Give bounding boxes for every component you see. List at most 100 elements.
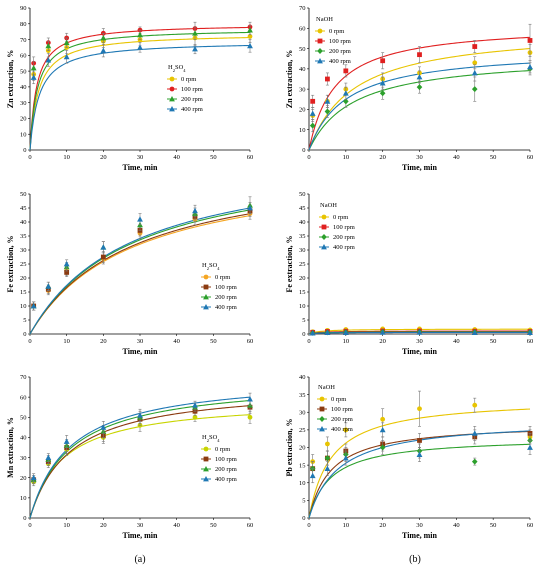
y-tick-label: 0 (302, 147, 305, 154)
x-tick-label: 60 (247, 522, 254, 529)
data-point (30, 303, 37, 309)
y-tick-label: 5 (23, 317, 26, 324)
legend-entry: 400 rpm (215, 476, 237, 483)
legend-marker (169, 96, 175, 102)
legend-entry: 100 rpm (329, 38, 351, 45)
fit-line-0-rpm (29, 37, 251, 151)
x-tick-label: 40 (173, 522, 180, 529)
data-point (30, 474, 37, 481)
y-axis-label: Fe extraction, % (6, 235, 15, 292)
x-tick-label: 50 (490, 338, 497, 345)
x-tick-label: 20 (100, 522, 107, 529)
legend-marker (169, 86, 175, 92)
y-tick-label: 0 (302, 515, 305, 522)
legend-marker (321, 234, 327, 240)
x-tick-label: 60 (527, 154, 534, 161)
fit-line-100-rpm (29, 213, 251, 335)
y-tick-label: 25 (20, 261, 27, 268)
data-point (324, 108, 331, 115)
legend-marker (317, 48, 323, 54)
x-tick-label: 40 (453, 154, 460, 161)
y-tick-label: 20 (299, 275, 306, 282)
y-tick-label: 15 (299, 289, 306, 296)
y-tick-label: 20 (20, 475, 27, 482)
legend-entry: 200 rpm (181, 96, 203, 103)
legend-entry: 0 rpm (331, 396, 346, 403)
legend: NaOH 0 rpm 100 rpm 200 rpm 400 rpm (315, 16, 351, 65)
y-tick-label: 35 (299, 392, 306, 399)
y-tick-label: 30 (299, 86, 306, 93)
x-tick-label: 50 (210, 338, 217, 345)
x-tick-label: 0 (307, 154, 310, 161)
data-point (247, 414, 253, 420)
y-axis-label: Zn extraction, % (6, 50, 15, 108)
data-point (45, 454, 52, 460)
legend: NaOH 0 rpm 100 rpm 200 rpm 400 rpm (317, 384, 353, 433)
y-tick-label: 70 (20, 37, 27, 44)
y-tick-label: 20 (20, 275, 27, 282)
legend-marker (317, 28, 323, 34)
data-point (45, 283, 52, 289)
y-tick-label: 30 (20, 100, 27, 107)
data-point (192, 402, 198, 408)
data-point (417, 406, 422, 412)
legend: NaOH 0 rpm 100 rpm 200 rpm 400 rpm (319, 202, 355, 251)
legend-marker (203, 294, 209, 300)
legend-entry: 0 rpm (215, 446, 230, 453)
legend-entry: 100 rpm (333, 224, 355, 231)
data-point (471, 329, 478, 335)
data-point (527, 444, 533, 450)
data-point (137, 44, 143, 50)
data-point (324, 455, 331, 462)
y-tick-label: 5 (302, 317, 305, 324)
y-tick-label: 0 (23, 147, 26, 154)
legend-title: H2SO4 (202, 262, 220, 271)
data-point (247, 205, 253, 211)
legend-entry: 200 rpm (215, 294, 237, 301)
y-tick-label: 30 (20, 455, 27, 462)
legend-marker (319, 406, 325, 412)
x-axis-label: Time, min (123, 163, 159, 172)
data-point (192, 30, 198, 36)
y-tick-label: 25 (299, 261, 306, 268)
legend-entry: 0 rpm (215, 274, 230, 281)
data-point (379, 444, 386, 451)
legend-marker (321, 214, 327, 220)
legend-title: H2SO4 (202, 434, 220, 443)
data-point (100, 254, 106, 260)
x-tick-label: 30 (137, 154, 144, 161)
chart-panel-4: 0 5 10 15 20 25 30 35 40 45 50 0 10 20 30 40 50 60 Time, m… (285, 191, 533, 356)
data-point (342, 90, 349, 96)
y-tick-label: 10 (20, 495, 27, 502)
y-tick-label: 70 (299, 5, 306, 12)
x-tick-label: 30 (416, 522, 423, 529)
y-tick-label: 60 (299, 25, 306, 32)
y-tick-label: 45 (299, 205, 306, 212)
x-tick-label: 20 (100, 338, 107, 345)
y-tick-label: 50 (299, 46, 306, 53)
legend-marker (317, 58, 323, 64)
data-point (416, 84, 423, 91)
data-point (416, 329, 423, 335)
data-point (192, 46, 198, 52)
x-tick-label: 40 (173, 154, 180, 161)
x-tick-label: 30 (137, 338, 144, 345)
legend-entry: 400 rpm (333, 244, 355, 251)
chart-panel-5: 0 10 20 30 40 50 60 70 0 10 20 30 40 50 60 Time, min Mn … (6, 374, 253, 540)
legend-marker (319, 416, 325, 422)
y-tick-label: 25 (299, 427, 306, 434)
legend-marker (169, 76, 175, 82)
legend-entry: 200 rpm (333, 234, 355, 241)
legend-marker (319, 396, 325, 402)
x-tick-label: 50 (210, 522, 217, 529)
y-tick-label: 10 (20, 303, 27, 310)
x-tick-label: 10 (63, 154, 70, 161)
data-point (309, 472, 316, 479)
x-axis-label: Time, min (402, 531, 438, 540)
y-tick-label: 60 (20, 394, 27, 401)
y-tick-label: 15 (299, 462, 306, 469)
x-tick-label: 0 (28, 522, 31, 529)
y-axis-label: Zn extraction, % (285, 50, 294, 108)
legend-marker (169, 106, 175, 112)
